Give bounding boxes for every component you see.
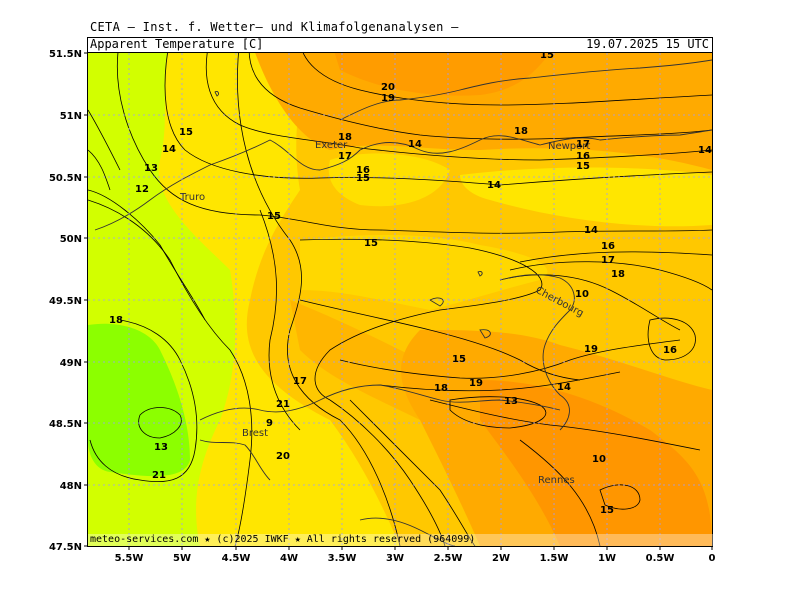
lat-label: 51N: [60, 111, 82, 122]
lat-label: 48N: [60, 481, 82, 492]
contour-label: 17: [338, 151, 352, 162]
lat-label: 48.5N: [49, 419, 82, 430]
lat-label: 51.5N: [49, 49, 82, 60]
city-label: Newport: [548, 141, 590, 152]
lon-label: 0.5W: [646, 553, 675, 564]
lon-label: 1.5W: [540, 553, 569, 564]
contour-label: 15: [576, 161, 590, 172]
contour-label: 15: [179, 127, 193, 138]
credit-footer: meteo-services.com ★ (c)2025 IWKF ★ All …: [88, 534, 714, 546]
lat-label: 49N: [60, 358, 82, 369]
contour-label: 14: [487, 180, 501, 191]
contour-label: 15: [452, 354, 466, 365]
header-title: CETA — Inst. f. Wetter— und Klimafolgena…: [90, 20, 459, 34]
contour-label: 14: [698, 145, 712, 156]
contour-label: 14: [584, 225, 598, 236]
grid-lines: [88, 38, 712, 546]
city-label: Rennes: [538, 475, 575, 486]
lon-label: 0: [709, 553, 716, 564]
city-label: Brest: [242, 428, 268, 439]
contour-label: 18: [338, 132, 352, 143]
contour-label: 21: [276, 399, 290, 410]
contour-label: 10: [575, 289, 589, 300]
contour-label: 15: [540, 50, 554, 61]
contour-label: 20: [276, 451, 290, 462]
lon-label: 4W: [280, 553, 298, 564]
contour-label: 13: [144, 163, 158, 174]
contour-label: 10: [592, 454, 606, 465]
contour-label: 19: [381, 93, 395, 104]
contour-label: 9: [266, 418, 273, 429]
contour-label: 18: [514, 126, 528, 137]
contour-label: 16: [663, 345, 677, 356]
contour-label: 15: [600, 505, 614, 516]
contour-label: 16: [356, 165, 370, 176]
lon-label: 1W: [598, 553, 616, 564]
lat-label: 49.5N: [49, 296, 82, 307]
contour-label: 17: [293, 376, 307, 387]
contour-label: 14: [408, 139, 422, 150]
contour-label: 17: [576, 139, 590, 150]
city-label: Exeter: [315, 140, 348, 151]
contour-label: 19: [469, 378, 483, 389]
contour-label: 14: [557, 382, 571, 393]
contour-label: 18: [109, 315, 123, 326]
contour-value-labels: 20 19 15 18 15 14 18 17 14 17 16 15 16 1…: [109, 50, 712, 516]
contour-label: 18: [434, 383, 448, 394]
contour-label: 12: [135, 184, 149, 195]
city-label: Truro: [179, 192, 205, 203]
lat-label: 50.5N: [49, 173, 82, 184]
contour-label: 21: [152, 470, 166, 481]
contour-label: 20: [381, 82, 395, 93]
contour-label: 15: [267, 211, 281, 222]
contour-label: 14: [162, 144, 176, 155]
info-bar: Apparent Temperature [C] 19.07.2025 15 U…: [88, 37, 712, 53]
lon-label: 2.5W: [434, 553, 463, 564]
lat-label: 47.5N: [49, 542, 82, 553]
contour-label: 13: [154, 442, 168, 453]
contour-label: 15: [356, 173, 370, 184]
lon-label: 4.5W: [222, 553, 251, 564]
lon-label: 5W: [173, 553, 191, 564]
parameter-label: Apparent Temperature [C]: [90, 37, 264, 51]
contour-label: 18: [611, 269, 625, 280]
contour-label: 19: [584, 344, 598, 355]
lat-label: 50N: [60, 234, 82, 245]
longitude-axis: 5.5W 5W 4.5W 4W 3.5W 3W 2.5W 2W 1.5W 1W …: [115, 546, 716, 564]
lon-label: 5.5W: [115, 553, 144, 564]
lon-label: 3W: [386, 553, 404, 564]
valid-time: 19.07.2025 15 UTC: [586, 37, 709, 51]
contour-label: 15: [364, 238, 378, 249]
latitude-axis: 51.5N 51N 50.5N 50N 49.5N 49N 48.5N 48N …: [49, 49, 88, 553]
coastlines: [94, 59, 712, 546]
contour-label: 13: [504, 396, 518, 407]
lon-label: 3.5W: [328, 553, 357, 564]
contour-label: 17: [601, 255, 615, 266]
contour-label: 16: [576, 151, 590, 162]
lon-label: 2W: [492, 553, 510, 564]
contour-label: 16: [601, 241, 615, 252]
map-frame: [87, 37, 713, 547]
